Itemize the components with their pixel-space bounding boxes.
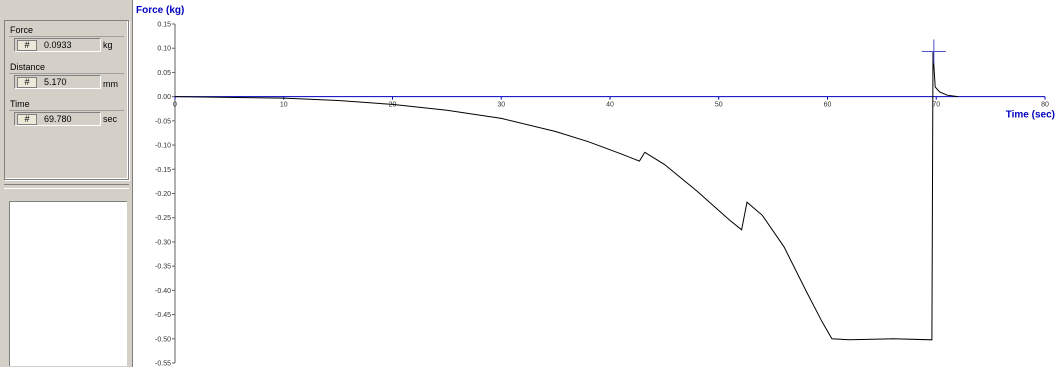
x-tick-label: 10: [280, 102, 288, 109]
time-unit: sec: [103, 114, 118, 124]
x-tick-label: 40: [606, 102, 614, 109]
y-tick-label: -0.10: [155, 143, 171, 150]
y-tick-label: -0.15: [155, 167, 171, 174]
y-tick-label: -0.35: [155, 264, 171, 271]
time-hash-button[interactable]: #: [17, 114, 37, 125]
x-tick-label: 80: [1041, 102, 1049, 109]
force-value-field: # 0.0933: [14, 38, 101, 52]
y-tick-label: -0.05: [155, 118, 171, 125]
x-axis-label: Time (sec): [1006, 110, 1055, 121]
y-tick-label: 0.05: [157, 70, 171, 77]
notes-area[interactable]: [9, 201, 127, 366]
divider: [9, 36, 124, 37]
distance-label: Distance: [10, 62, 46, 72]
force-hash-button[interactable]: #: [17, 40, 37, 51]
force-value: 0.0933: [44, 40, 72, 50]
y-tick-label: -0.45: [155, 312, 171, 319]
y-tick-label: -0.30: [155, 239, 171, 246]
divider: [9, 73, 124, 74]
distance-value: 5.170: [44, 77, 67, 87]
y-tick-label: -0.55: [155, 361, 171, 367]
force-label: Force: [10, 25, 34, 35]
time-value: 69.780: [44, 114, 72, 124]
time-value-field: # 69.780: [14, 112, 101, 126]
y-tick-label: 0.10: [157, 46, 171, 53]
divider: [9, 110, 124, 111]
readout-box: Force # 0.0933 kg Distance # 5.170 mm Ti…: [4, 20, 129, 180]
x-tick-label: 70: [932, 102, 940, 109]
y-tick-label: -0.20: [155, 191, 171, 198]
x-tick-label: 60: [824, 102, 832, 109]
y-tick-label: -0.50: [155, 336, 171, 343]
x-tick-label: 30: [497, 102, 505, 109]
x-tick-label: 20: [389, 102, 397, 109]
panel-splitter[interactable]: [4, 184, 129, 189]
distance-value-field: # 5.170: [14, 75, 101, 89]
x-tick-label: 50: [715, 102, 723, 109]
y-tick-label: -0.25: [155, 215, 171, 222]
force-trace-line: [174, 51, 959, 341]
chart-canvas: Force (kg) Time (sec) 0.15 0.10 0.05 0.00 -0…: [136, 5, 1055, 367]
force-unit: kg: [103, 40, 113, 50]
force-time-chart[interactable]: Force (kg) Time (sec) 0.15 0.10 0.05 0.00 -0…: [135, 0, 1059, 367]
time-label: Time: [10, 99, 30, 109]
x-tick-label: 0: [173, 102, 177, 109]
distance-hash-button[interactable]: #: [17, 77, 37, 88]
distance-unit: mm: [103, 79, 118, 89]
y-tick-label: 0.00: [157, 94, 171, 101]
y-axis-label: Force (kg): [136, 5, 184, 16]
y-tick-label: 0.15: [157, 22, 171, 29]
y-tick-label: -0.40: [155, 288, 171, 295]
readout-panel: Force # 0.0933 kg Distance # 5.170 mm Ti…: [0, 0, 133, 367]
